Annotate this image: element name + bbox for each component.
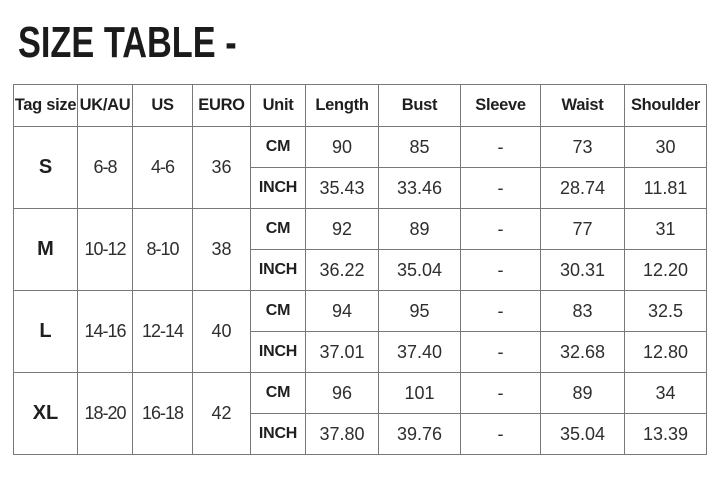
col-header-length: Length — [305, 84, 379, 127]
col-header-unit: Unit — [250, 84, 306, 127]
col-header-uk-au: UK/AU — [77, 84, 133, 127]
col-header-shoulder: Shoulder — [624, 84, 707, 127]
sleeve-value-cell: - — [460, 290, 541, 332]
length-value-cell: 92 — [305, 208, 379, 250]
shoulder-value-cell: 12.20 — [624, 249, 707, 291]
col-header-bust: Bust — [378, 84, 461, 127]
unit-cell: CM — [250, 126, 306, 168]
shoulder-value-cell: 34 — [624, 372, 707, 414]
waist-value-cell: 89 — [540, 372, 625, 414]
bust-value-cell: 33.46 — [378, 167, 461, 209]
tag-size-cell: XL — [13, 372, 78, 455]
table-row-l-cm: L 14-16 12-14 40 CM 94 95 - 83 32.5 — [13, 290, 707, 373]
sleeve-value-cell: - — [460, 331, 541, 373]
length-value-cell: 37.01 — [305, 331, 379, 373]
waist-value-cell: 35.04 — [540, 413, 625, 455]
euro-cell: 38 — [192, 208, 251, 291]
length-value-cell: 94 — [305, 290, 379, 332]
table-header-row: Tag size UK/AU US EURO Unit Length Bust … — [13, 84, 707, 127]
sleeve-value-cell: - — [460, 413, 541, 455]
waist-value-cell: 28.74 — [540, 167, 625, 209]
unit-cell: INCH — [250, 413, 306, 455]
col-header-waist: Waist — [540, 84, 625, 127]
bust-value-cell: 85 — [378, 126, 461, 168]
col-header-euro: EURO — [192, 84, 251, 127]
waist-value-cell: 83 — [540, 290, 625, 332]
table-row-m-cm: M 10-12 8-10 38 CM 92 89 - 77 31 — [13, 208, 707, 291]
tag-size-cell: S — [13, 126, 78, 209]
unit-cell: INCH — [250, 167, 306, 209]
shoulder-value-cell: 32.5 — [624, 290, 707, 332]
length-value-cell: 36.22 — [305, 249, 379, 291]
shoulder-value-cell: 13.39 — [624, 413, 707, 455]
us-cell: 16-18 — [132, 372, 193, 455]
us-cell: 8-10 — [132, 208, 193, 291]
sleeve-value-cell: - — [460, 208, 541, 250]
waist-value-cell: 73 — [540, 126, 625, 168]
table-row-l-inch: INCH 37.01 37.40 - 32.68 12.80 — [14, 331, 707, 373]
unit-cell: CM — [250, 372, 306, 414]
shoulder-value-cell: 30 — [624, 126, 707, 168]
sleeve-value-cell: - — [460, 372, 541, 414]
length-value-cell: 35.43 — [305, 167, 379, 209]
euro-cell: 42 — [192, 372, 251, 455]
bust-value-cell: 37.40 — [378, 331, 461, 373]
shoulder-value-cell: 11.81 — [624, 167, 707, 209]
waist-value-cell: 32.68 — [540, 331, 625, 373]
us-cell: 4-6 — [132, 126, 193, 209]
sleeve-value-cell: - — [460, 249, 541, 291]
col-header-sleeve: Sleeve — [460, 84, 541, 127]
sleeve-value-cell: - — [460, 126, 541, 168]
uk-au-cell: 6-8 — [77, 126, 133, 209]
bust-value-cell: 95 — [378, 290, 461, 332]
page-title: SIZE TABLE - — [18, 18, 237, 67]
length-value-cell: 96 — [305, 372, 379, 414]
waist-value-cell: 30.31 — [540, 249, 625, 291]
length-value-cell: 90 — [305, 126, 379, 168]
size-table: Tag size UK/AU US EURO Unit Length Bust … — [13, 84, 707, 455]
uk-au-cell: 14-16 — [77, 290, 133, 373]
bust-value-cell: 35.04 — [378, 249, 461, 291]
uk-au-cell: 10-12 — [77, 208, 133, 291]
length-value-cell: 37.80 — [305, 413, 379, 455]
us-cell: 12-14 — [132, 290, 193, 373]
sleeve-value-cell: - — [460, 167, 541, 209]
tag-size-cell: M — [13, 208, 78, 291]
unit-cell: CM — [250, 290, 306, 332]
col-header-tag-size: Tag size — [13, 84, 78, 127]
bust-value-cell: 89 — [378, 208, 461, 250]
tag-size-cell: L — [13, 290, 78, 373]
unit-cell: INCH — [250, 249, 306, 291]
table-row-xl-inch: INCH 37.80 39.76 - 35.04 13.39 — [14, 413, 707, 455]
table-row-s-inch: INCH 35.43 33.46 - 28.74 11.81 — [14, 167, 707, 209]
bust-value-cell: 39.76 — [378, 413, 461, 455]
uk-au-cell: 18-20 — [77, 372, 133, 455]
unit-cell: CM — [250, 208, 306, 250]
unit-cell: INCH — [250, 331, 306, 373]
bust-value-cell: 101 — [378, 372, 461, 414]
shoulder-value-cell: 12.80 — [624, 331, 707, 373]
table-row-s-cm: S 6-8 4-6 36 CM 90 85 - 73 30 — [13, 126, 707, 209]
euro-cell: 36 — [192, 126, 251, 209]
euro-cell: 40 — [192, 290, 251, 373]
shoulder-value-cell: 31 — [624, 208, 707, 250]
waist-value-cell: 77 — [540, 208, 625, 250]
col-header-us: US — [132, 84, 193, 127]
table-row-xl-cm: XL 18-20 16-18 42 CM 96 101 - 89 34 — [13, 372, 707, 455]
